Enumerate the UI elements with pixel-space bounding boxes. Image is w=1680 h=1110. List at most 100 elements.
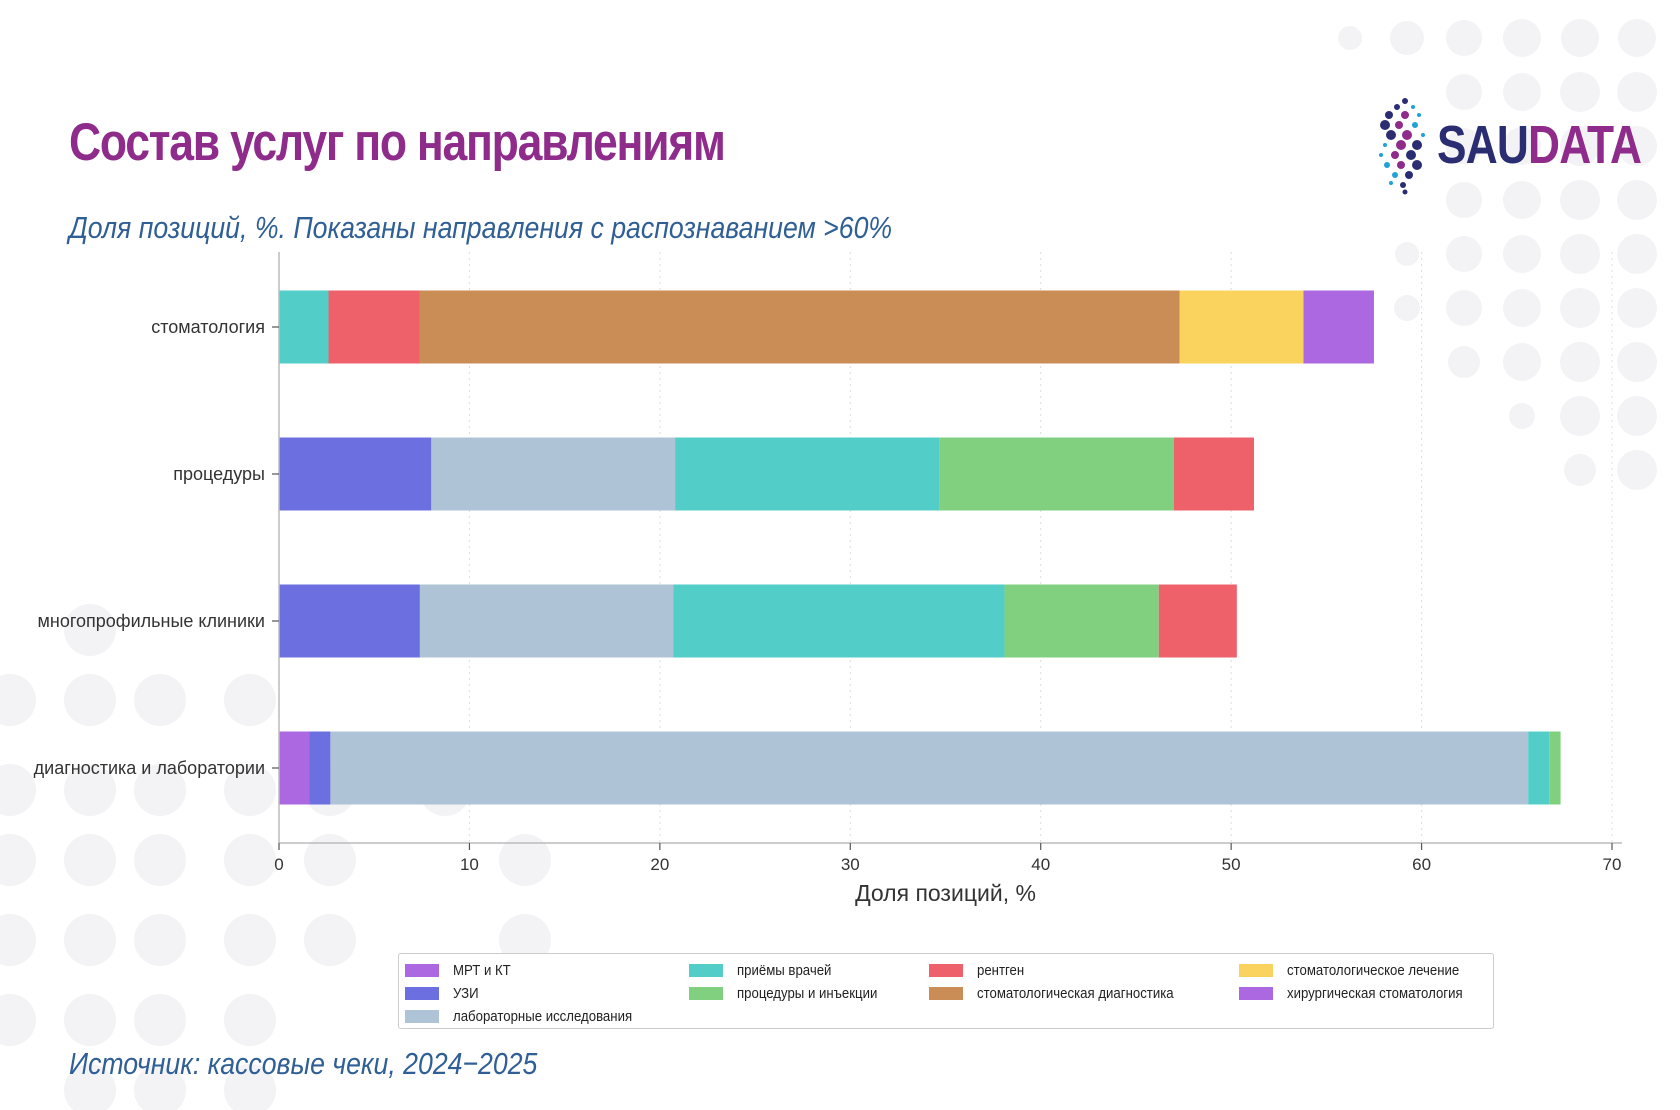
legend-item: стоматологическая диагностика bbox=[929, 983, 1200, 1003]
background-dot bbox=[1503, 73, 1541, 111]
background-dot bbox=[224, 834, 276, 886]
saudata-logo: SAUDATA bbox=[1375, 95, 1680, 195]
legend-swatch bbox=[929, 986, 963, 1000]
background-dot bbox=[1618, 19, 1656, 57]
legend-swatch bbox=[405, 1009, 439, 1023]
logo-text-data: DATA bbox=[1528, 115, 1642, 175]
background-dot bbox=[1617, 396, 1657, 436]
background-dot bbox=[1503, 127, 1541, 165]
bar-segment bbox=[419, 290, 1180, 364]
legend-item: МРТ и КТ bbox=[405, 960, 519, 980]
background-dot bbox=[1617, 180, 1657, 220]
background-dot bbox=[1395, 242, 1419, 266]
background-dot bbox=[1446, 20, 1482, 56]
background-dot bbox=[224, 764, 276, 816]
background-dot bbox=[1446, 74, 1482, 110]
x-tick-label: 50 bbox=[1222, 855, 1241, 874]
bar-segment bbox=[330, 731, 1529, 805]
bar-segment bbox=[1004, 584, 1159, 658]
x-tick-label: 60 bbox=[1412, 855, 1431, 874]
background-dot bbox=[0, 674, 36, 726]
background-dot bbox=[1509, 403, 1535, 429]
bar-segment bbox=[1549, 731, 1561, 805]
page-subtitle: Доля позиций, %. Показаны направления с … bbox=[69, 210, 893, 245]
background-dot bbox=[64, 764, 116, 816]
background-dot bbox=[1617, 288, 1657, 328]
background-dot bbox=[1560, 234, 1600, 274]
legend-label: стоматологическое лечение bbox=[1287, 961, 1460, 979]
background-dot bbox=[64, 834, 116, 886]
legend-item: стоматологическое лечение bbox=[1239, 960, 1483, 980]
background-dot bbox=[64, 604, 116, 656]
legend-item: процедуры и инъекции bbox=[689, 983, 896, 1003]
x-tick-label: 40 bbox=[1031, 855, 1050, 874]
background-dot bbox=[134, 994, 186, 1046]
bar-segment bbox=[328, 290, 420, 364]
legend-item: лабораторные исследования bbox=[405, 1006, 657, 1026]
background-dot bbox=[0, 994, 36, 1046]
legend-item: УЗИ bbox=[405, 983, 482, 1003]
legend-swatch bbox=[405, 986, 439, 1000]
background-dot bbox=[134, 674, 186, 726]
background-dot bbox=[1561, 19, 1599, 57]
background-dot bbox=[1560, 126, 1600, 166]
bar-segment bbox=[939, 437, 1175, 511]
x-axis-title: Доля позиций, % bbox=[855, 880, 1036, 906]
background-dot bbox=[1503, 343, 1541, 381]
background-dot bbox=[64, 914, 116, 966]
page-title: Состав услуг по направлениям bbox=[69, 113, 726, 172]
legend-label: УЗИ bbox=[453, 984, 479, 1002]
bar-segment bbox=[675, 437, 940, 511]
background-dot bbox=[1503, 181, 1541, 219]
legend-swatch bbox=[1239, 986, 1273, 1000]
bar-segment bbox=[1174, 437, 1254, 511]
background-dot bbox=[0, 834, 36, 886]
bar-segment bbox=[673, 584, 1005, 658]
background-dot bbox=[1560, 396, 1600, 436]
background-dot bbox=[134, 1064, 186, 1110]
chart-legend: МРТ и КТ УЗИ лабораторные исследования приё… bbox=[398, 953, 1494, 1029]
background-dot bbox=[1617, 342, 1657, 382]
x-tick-label: 20 bbox=[650, 855, 669, 874]
legend-label: приёмы врачей bbox=[737, 961, 832, 979]
bar-segment bbox=[1303, 290, 1374, 364]
legend-item: хирургическая стоматология bbox=[1239, 983, 1487, 1003]
y-category-label: многопрофильные клиники bbox=[38, 611, 265, 631]
background-dot bbox=[64, 994, 116, 1046]
bar-segment bbox=[419, 584, 674, 658]
background-dot bbox=[1446, 128, 1482, 164]
legend-swatch bbox=[929, 963, 963, 977]
background-dot bbox=[224, 1064, 276, 1110]
legend-label: рентген bbox=[977, 961, 1025, 979]
legend-swatch bbox=[1239, 963, 1273, 977]
background-dot bbox=[1564, 454, 1596, 486]
background-dot bbox=[134, 834, 186, 886]
background-dot bbox=[1446, 290, 1482, 326]
background-dot bbox=[499, 834, 551, 886]
background-dot bbox=[1560, 72, 1600, 112]
source-note: Источник: кассовые чеки, 2024−2025 bbox=[69, 1046, 538, 1081]
x-tick-label: 30 bbox=[841, 855, 860, 874]
bar-segment bbox=[279, 731, 310, 805]
x-tick-label: 10 bbox=[460, 855, 479, 874]
dna-helix-icon bbox=[1379, 98, 1425, 195]
bar-segment bbox=[1528, 731, 1550, 805]
bar-segment bbox=[309, 731, 331, 805]
logo-text-sau: SAU bbox=[1437, 115, 1529, 175]
background-dot bbox=[1617, 72, 1657, 112]
background-dot bbox=[304, 914, 356, 966]
x-tick-label: 70 bbox=[1603, 855, 1622, 874]
background-dot bbox=[1446, 236, 1482, 272]
background-dot bbox=[1560, 288, 1600, 328]
background-dot bbox=[1503, 19, 1541, 57]
legend-item: приёмы врачей bbox=[689, 960, 844, 980]
bar-segment bbox=[1158, 584, 1237, 658]
legend-swatch bbox=[689, 986, 723, 1000]
background-dot bbox=[134, 764, 186, 816]
background-dot bbox=[64, 674, 116, 726]
background-dot bbox=[1394, 295, 1420, 321]
background-dot bbox=[1448, 346, 1480, 378]
background-dot bbox=[0, 764, 36, 816]
